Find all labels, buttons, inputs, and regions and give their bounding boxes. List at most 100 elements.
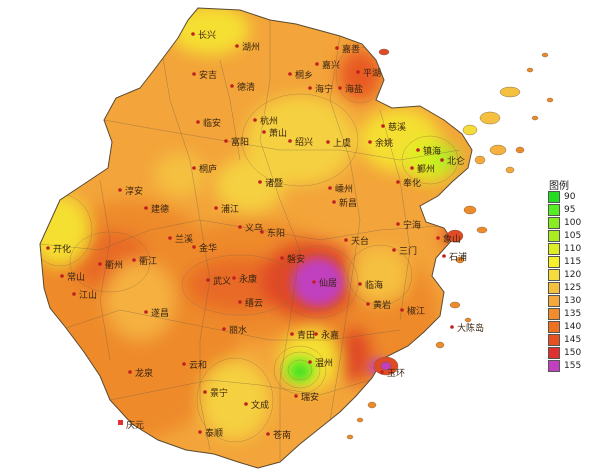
province-border [39,7,473,469]
svg-text:富阳: 富阳 [231,136,249,148]
city-anji: 安吉 [192,69,217,81]
city-jiande: 建德 [144,203,169,215]
city-shangyu: 上虞 [326,137,351,149]
legend-label: 150 [564,347,582,358]
svg-text:长兴: 长兴 [198,29,216,41]
city-dachendao: 大陈岛 [450,322,484,334]
county-boundaries [40,20,461,460]
svg-text:嘉善: 嘉善 [342,43,360,55]
legend-label: 155 [564,360,582,371]
legend-swatch [548,307,560,320]
legend-swatch [548,255,560,268]
city-xinchang: 新昌 [332,197,357,209]
city-longyou: 龙游 [139,255,157,267]
svg-text:东阳: 东阳 [267,227,285,239]
legend-item: 115 [548,255,581,268]
legend-swatch [548,294,560,307]
legend-label: 90 [564,191,576,202]
svg-text:诸暨: 诸暨 [265,178,283,189]
svg-text:余姚: 余姚 [375,137,393,149]
svg-text:温州: 温州 [315,358,333,369]
city-yuhuan: 玉环 [380,368,405,379]
svg-text:常山: 常山 [67,271,85,283]
svg-text:嵊州: 嵊州 [335,183,353,195]
city-sanmen: 三门 [392,245,417,257]
svg-text:天台: 天台 [351,235,369,247]
city-shengzhou: 嵊州 [328,183,353,195]
svg-text:玉环: 玉环 [387,368,405,379]
city-haiyan: 海盐 [338,83,363,95]
svg-text:象山: 象山 [443,233,461,245]
city-changxing: 长兴 [191,29,216,41]
city-yuyao: 余姚 [368,137,393,149]
svg-text:庆元: 庆元 [126,419,144,431]
svg-text:永康: 永康 [239,273,257,285]
legend-label: 95 [564,204,576,215]
svg-text:上虞: 上虞 [333,137,351,149]
legend-label: 135 [564,308,582,319]
svg-text:湖州: 湖州 [242,42,260,53]
legend-swatch [548,268,560,281]
legend-item: 140 [548,320,581,333]
city-huzhou: 湖州 [235,42,260,53]
svg-text:苍南: 苍南 [273,429,291,441]
svg-text:江山: 江山 [79,290,97,301]
city-xiangshan: 象山 [436,233,461,245]
svg-text:云和: 云和 [189,360,207,371]
svg-text:缙云: 缙云 [245,297,263,309]
svg-text:仙居: 仙居 [319,277,337,289]
city-dongyang: 东阳 [260,227,285,239]
legend-item: 120 [548,268,581,281]
city-jiaojiang: 椒江 [400,305,425,317]
svg-text:镇海: 镇海 [423,145,441,157]
city-lin-an: 临安 [196,117,221,129]
islands [346,48,554,440]
svg-text:金华: 金华 [199,242,217,254]
legend-swatch [548,333,560,346]
city-jinhua: 金华 [192,242,217,254]
city-yinzhou: 鄞州 [410,163,435,175]
svg-text:鄞州: 鄞州 [417,163,435,175]
legend-swatch [548,203,560,216]
city-labels: 长兴 湖州 嘉善 平湖 嘉兴 桐乡 安吉 德清 海盐 海宁 临安 杭州 萧山 慈… [46,29,484,441]
legend-item: 130 [548,294,581,307]
city-lanxi: 兰溪 [168,233,193,245]
svg-text:泰顺: 泰顺 [205,427,223,439]
legend-label: 105 [564,230,582,241]
city-yunhe: 云和 [182,360,207,371]
svg-text:石浦: 石浦 [449,251,467,263]
legend-label: 130 [564,295,582,306]
svg-text:宁海: 宁海 [403,219,421,231]
legend-swatch [548,346,560,359]
legend-item: 150 [548,346,581,359]
city-pan-an: 磐安 [280,253,305,265]
svg-text:平湖: 平湖 [363,68,381,79]
legend-label: 115 [564,256,582,267]
svg-text:开化: 开化 [53,243,71,255]
svg-text:椒江: 椒江 [407,305,425,317]
svg-text:龙泉: 龙泉 [135,367,153,379]
city-haining: 海宁 [308,83,333,95]
legend-swatch [548,190,560,203]
svg-text:衢州: 衢州 [105,259,123,271]
svg-text:衢江: 衢江 [139,255,157,267]
svg-text:海宁: 海宁 [315,83,333,95]
city-taishun: 泰顺 [198,427,223,439]
legend-item: 155 [548,359,581,372]
legend-item: 95 [548,203,581,216]
city-beilun: 北仑 [440,155,465,167]
svg-text:萧山: 萧山 [269,127,287,139]
svg-text:黄岩: 黄岩 [373,299,391,311]
city-pujiang: 浦江 [214,203,239,215]
legend-label: 145 [564,334,582,345]
city-kaihua: 开化 [46,243,71,255]
legend-item: 125 [548,281,581,294]
legend-swatch [548,216,560,229]
svg-text:桐乡: 桐乡 [295,69,313,81]
svg-text:慈溪: 慈溪 [388,121,406,133]
svg-text:绍兴: 绍兴 [295,136,313,148]
city-longquan: 龙泉 [128,367,153,379]
city-pinghu: 平湖 [356,68,381,79]
city-qujiang: 衢江 [132,255,157,267]
legend-label: 120 [564,269,582,280]
